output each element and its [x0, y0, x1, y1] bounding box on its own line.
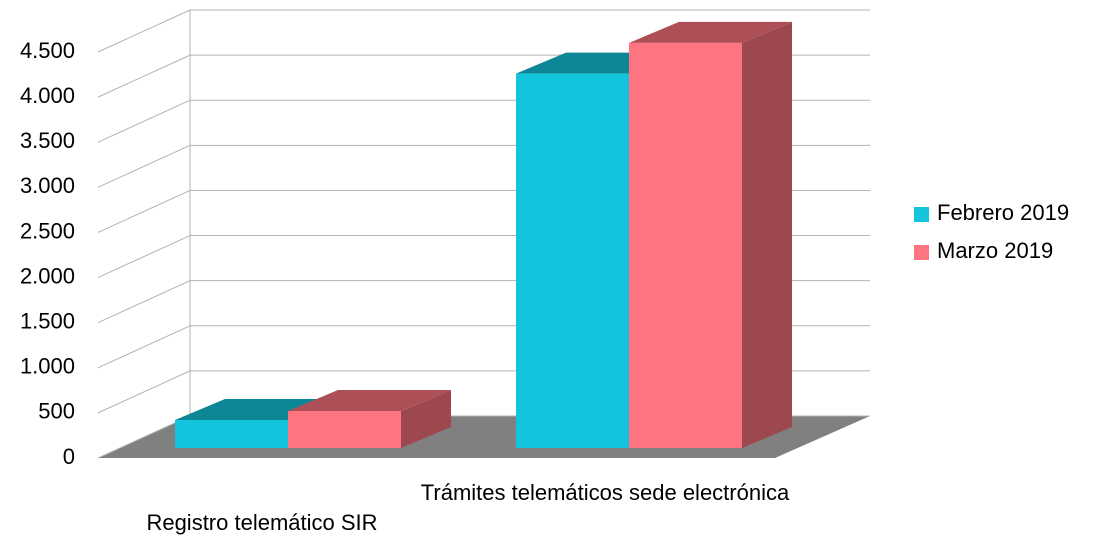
- grid-line: [97, 54, 191, 98]
- x-tick-label: Trámites telemáticos sede electrónica: [421, 480, 790, 505]
- grid-line: [97, 144, 191, 188]
- grid-line: [97, 325, 191, 369]
- y-tick-label: 0: [63, 444, 75, 469]
- y-tick-label: 3.500: [20, 128, 75, 153]
- bar-side: [742, 21, 792, 448]
- legend-label: Febrero 2019: [937, 200, 1069, 225]
- y-tick-label: 4.500: [20, 38, 75, 63]
- legend-swatch: [914, 207, 929, 222]
- y-tick-label: 4.000: [20, 83, 75, 108]
- bar: [288, 411, 401, 448]
- bar-top: [288, 390, 451, 412]
- bar-top: [629, 21, 792, 43]
- grid-line: [97, 9, 191, 53]
- grid-line: [97, 99, 191, 143]
- grid-line: [97, 189, 191, 233]
- y-tick-label: 1.000: [20, 354, 75, 379]
- y-tick-label: 1.500: [20, 308, 75, 333]
- x-tick-label: Registro telemático SIR: [146, 510, 377, 535]
- bar: [175, 420, 288, 448]
- y-tick-label: 2.000: [20, 263, 75, 288]
- grid-line: [97, 415, 191, 459]
- bar: [629, 42, 742, 448]
- y-tick-label: 2.500: [20, 218, 75, 243]
- legend-swatch: [914, 245, 929, 260]
- grid-line: [97, 235, 191, 279]
- bar: [516, 73, 629, 449]
- y-tick-label: 3.000: [20, 173, 75, 198]
- grid-line: [97, 280, 191, 324]
- grid-line: [97, 370, 191, 414]
- legend-label: Marzo 2019: [937, 238, 1053, 263]
- bar-side: [401, 390, 451, 448]
- y-tick-label: 500: [38, 399, 75, 424]
